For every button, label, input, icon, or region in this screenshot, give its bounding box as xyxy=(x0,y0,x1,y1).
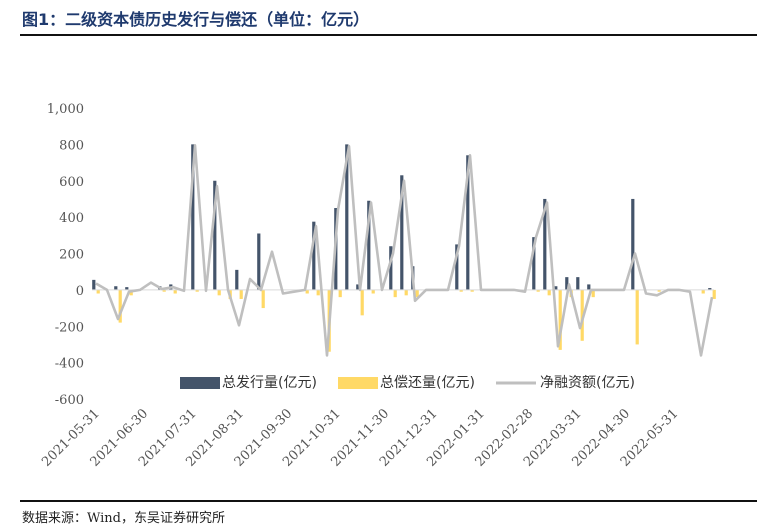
issue-bar xyxy=(532,237,536,290)
issue-bar xyxy=(565,277,569,290)
issue-bar xyxy=(367,200,371,290)
issue-bar xyxy=(631,198,635,290)
issue-bar xyxy=(708,288,712,290)
y-axis: -600 -400 -200 0 200 400 600 800 1,000 xyxy=(47,102,84,408)
repay-bar xyxy=(415,289,419,298)
issue-bar xyxy=(400,175,404,290)
repay-bar xyxy=(547,289,551,296)
issue-bar xyxy=(92,279,96,290)
issue-bar xyxy=(466,155,470,290)
y-tick-label: 1,000 xyxy=(47,102,84,117)
legend-swatch-repay xyxy=(338,377,378,389)
issue-bar xyxy=(543,198,547,290)
repay-bar xyxy=(701,289,705,294)
issue-bar xyxy=(345,144,349,290)
y-tick-label: 800 xyxy=(59,138,84,153)
source-note: 数据来源：Wind，东吴证券研究所 xyxy=(22,511,225,526)
issue-bar xyxy=(587,284,591,290)
net-financing-line xyxy=(95,144,714,357)
repay-bar xyxy=(261,289,265,309)
repay-bar xyxy=(316,289,320,296)
top-divider xyxy=(20,34,757,36)
chart-title: 图1：二级资本债历史发行与偿还（单位：亿元） xyxy=(22,10,370,29)
legend-label-repay: 总偿还量(亿元) xyxy=(380,375,475,391)
issue-bar xyxy=(235,269,239,290)
issue-bar xyxy=(356,284,360,290)
repay-bar xyxy=(371,289,375,294)
repay-bar xyxy=(657,289,661,292)
issue-bar xyxy=(554,286,558,290)
repay-bar xyxy=(591,289,595,298)
y-tick-label: 400 xyxy=(59,211,84,226)
repay-bar xyxy=(635,289,639,345)
legend-label-issue: 总发行量(亿元) xyxy=(222,375,317,391)
repay-bar xyxy=(338,289,342,298)
y-tick-label: -600 xyxy=(55,393,84,408)
y-tick-label: 600 xyxy=(59,175,84,190)
repay-bar xyxy=(393,289,397,298)
y-tick-label: -400 xyxy=(55,357,84,372)
legend: 总发行量(亿元) 总偿还量(亿元) 净融资额(亿元) xyxy=(180,375,635,391)
issue-bar xyxy=(191,144,195,290)
y-tick-label: -200 xyxy=(55,320,84,335)
repay-bar xyxy=(162,289,166,292)
issue-bar xyxy=(312,221,316,290)
repay-bar xyxy=(470,289,474,292)
legend-label-net: 净融资额(亿元) xyxy=(540,375,635,391)
issue-bar xyxy=(389,246,393,290)
repay-bar xyxy=(558,289,562,350)
y-tick-label: 0 xyxy=(76,284,84,299)
y-tick-label: 200 xyxy=(59,248,84,263)
repay-bar xyxy=(580,289,584,341)
issue-bar xyxy=(213,180,217,290)
x-axis: 2021-05-312021-06-302021-07-312021-08-31… xyxy=(39,406,681,470)
repay-bar xyxy=(173,289,177,294)
repay-bar xyxy=(195,289,199,292)
repay-bar xyxy=(536,289,540,292)
repay-bar xyxy=(404,289,408,296)
repay-bar xyxy=(712,289,716,299)
repay-bar xyxy=(118,289,122,323)
repay-bar xyxy=(239,289,243,299)
issue-bar xyxy=(576,277,580,290)
repay-bar xyxy=(96,289,100,294)
legend-swatch-issue xyxy=(180,377,220,389)
repay-bars xyxy=(96,289,716,352)
issue-bar xyxy=(114,286,118,290)
issue-bar xyxy=(455,244,459,290)
repay-bar xyxy=(360,289,364,316)
issue-bar xyxy=(125,287,129,290)
repay-bar xyxy=(217,289,221,296)
bottom-divider xyxy=(20,500,757,502)
repay-bar xyxy=(305,289,309,294)
issue-bar xyxy=(257,233,261,290)
repay-bar xyxy=(459,289,463,292)
